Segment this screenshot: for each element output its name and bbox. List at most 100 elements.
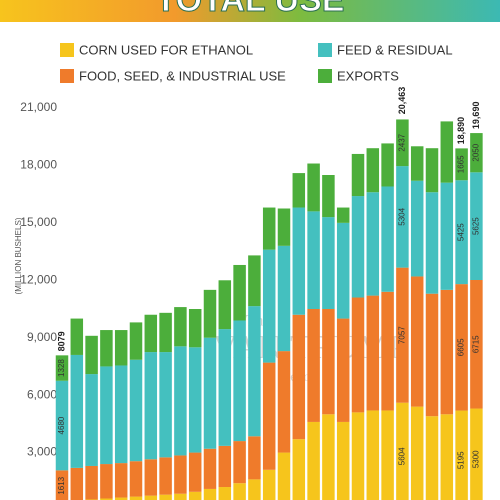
bar-segment [85, 335, 98, 375]
total-label: 19,690 [471, 102, 481, 130]
bar-segment [381, 143, 394, 187]
y-tick-label: 18,000 [20, 158, 57, 172]
bar-segment [425, 416, 439, 500]
bar-segment [85, 374, 98, 466]
bar-segment [396, 267, 409, 403]
data-label: 5425 [457, 223, 466, 241]
total-label: 18,890 [456, 117, 466, 145]
bar-segment [396, 166, 409, 268]
bar-segment [262, 362, 276, 470]
bar-segment [440, 182, 454, 290]
y-axis-label: (MILLION BUSHELS) [14, 217, 23, 294]
bar-segment [425, 293, 439, 417]
bar-segment [248, 479, 261, 500]
bar-segment [114, 497, 128, 500]
legend-label: EXPORTS [337, 68, 399, 83]
bar-segment [322, 414, 335, 500]
bar-segment [292, 439, 306, 500]
bar-segment [366, 295, 380, 411]
y-tick-label: 9,000 [27, 330, 57, 344]
bar-segment [410, 276, 424, 407]
bar-segment [336, 318, 350, 422]
bar-segment [381, 186, 394, 292]
bar-segment [351, 297, 365, 413]
data-label: 7057 [398, 326, 407, 344]
bar-segment [188, 452, 202, 492]
bar-segment [440, 289, 454, 415]
y-tick-label: 6,000 [27, 387, 57, 401]
legend-label: CORN USED FOR ETHANOL [79, 42, 253, 57]
bar-segment [351, 153, 365, 197]
bar-segment [440, 414, 454, 500]
legend-swatch [60, 43, 74, 57]
bar-segment [159, 494, 172, 500]
bar-segment [233, 320, 246, 442]
total-label: 20,463 [397, 87, 407, 115]
bar-segment [292, 207, 306, 315]
bar-segment [203, 289, 217, 338]
bar-segment [144, 459, 158, 496]
bar-segment [218, 280, 232, 330]
bar-segment [188, 347, 202, 453]
bar-segment [114, 365, 128, 464]
bar-segment [218, 487, 232, 500]
bar-segment [307, 421, 320, 500]
chart-title: TOTAL USE [156, 0, 345, 19]
data-label: 1665 [457, 155, 466, 173]
legend-label: FEED & RESIDUAL [337, 42, 453, 57]
bar-segment [203, 488, 217, 500]
bar-segment [425, 192, 439, 294]
legend-swatch [318, 43, 332, 57]
data-label: 5604 [398, 447, 407, 465]
bar-segment [159, 457, 172, 495]
bar-segment [366, 192, 380, 296]
data-label: 5304 [398, 207, 407, 225]
y-tick-label: 12,000 [20, 272, 57, 286]
bar-segment [470, 279, 483, 409]
data-label: 5625 [472, 217, 481, 235]
bar-segment [174, 493, 187, 500]
bar-segment [351, 412, 365, 500]
bar-segment [188, 491, 202, 500]
bar-segment [455, 148, 468, 181]
bar-segment [248, 436, 261, 480]
bar-segment [174, 307, 187, 347]
bar-segment [144, 495, 158, 500]
bar-segment [159, 312, 172, 353]
bar-segment [129, 322, 143, 360]
bar-segment [70, 354, 84, 468]
bar-segment [100, 366, 113, 465]
bar-segment [366, 410, 380, 500]
y-tick-label: 21,000 [20, 100, 57, 114]
bar-segment [203, 448, 217, 489]
y-tick-label: 3,000 [27, 445, 57, 459]
bar-segment [292, 314, 306, 440]
bar-segment [277, 351, 291, 453]
bar-segment [322, 309, 335, 415]
bar-segment [381, 291, 394, 411]
bar-segment [233, 441, 246, 484]
bar-segment [218, 445, 232, 488]
data-label: 5195 [457, 451, 466, 469]
bar-segment [248, 306, 261, 437]
bar-segment [455, 284, 468, 411]
bar-segment [100, 498, 113, 500]
bar-segment [248, 255, 261, 307]
bar-segment [410, 146, 424, 181]
bar-segment [85, 465, 98, 500]
bar-segment [203, 337, 217, 449]
bar-segment [396, 119, 409, 167]
bar-segment [55, 470, 69, 500]
bar-segment [455, 180, 468, 285]
bar-segment [159, 352, 172, 458]
bar-segment [322, 175, 335, 218]
legend-swatch [318, 69, 332, 83]
bar-segment [351, 196, 365, 298]
bar-segment [233, 483, 246, 500]
bar-segment [233, 264, 246, 321]
bar-segment [470, 172, 483, 280]
total-label: 8079 [56, 331, 66, 351]
bar-segment [366, 148, 380, 193]
bar-segment [470, 133, 483, 173]
